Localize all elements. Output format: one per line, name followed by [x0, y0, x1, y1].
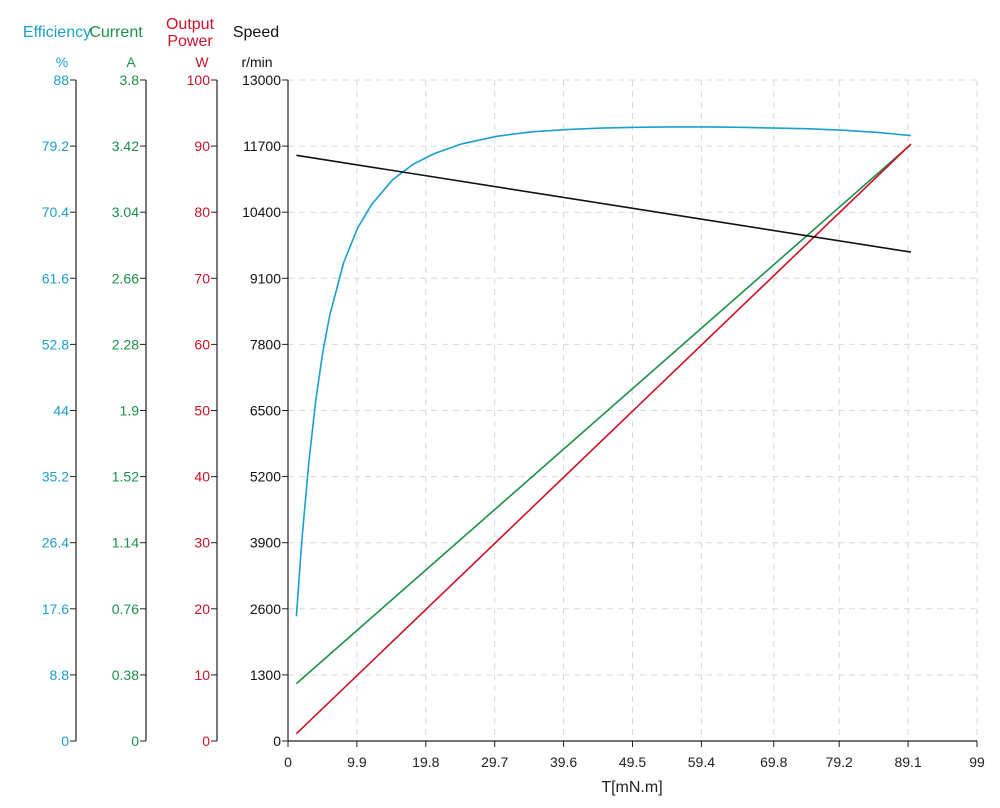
efficiency-tick-label: 79.2 — [42, 138, 69, 154]
efficiency-tick-label: 61.6 — [42, 270, 69, 286]
current-tick-label: 1.14 — [112, 535, 139, 551]
speed-tick-label: 3900 — [250, 535, 281, 551]
speed-tick-label: 2600 — [250, 601, 281, 617]
x-tick-label: 9.9 — [347, 754, 367, 770]
efficiency-tick-label: 35.2 — [42, 469, 69, 485]
efficiency-axis-unit: % — [56, 54, 68, 70]
speed-tick-label: 13000 — [242, 72, 281, 88]
x-tick-label: 79.2 — [826, 754, 853, 770]
output_power-series-line — [295, 143, 912, 735]
x-tick-label: 59.4 — [688, 754, 715, 770]
current-tick-label: 3.04 — [112, 204, 139, 220]
efficiency-tick-label: 8.8 — [50, 667, 70, 683]
x-tick-label: 69.8 — [760, 754, 787, 770]
current-tick-label: 0.76 — [112, 601, 139, 617]
current-tick-label: 0.38 — [112, 667, 139, 683]
output_power-tick-label: 40 — [194, 469, 210, 485]
current-tick-label: 0 — [131, 733, 139, 749]
x-axis-label: T[mN.m] — [601, 779, 662, 796]
output_power-tick-label: 80 — [194, 204, 210, 220]
speed-series-line — [296, 154, 912, 253]
x-tick-label: 0 — [284, 754, 292, 770]
efficiency-tick-label: 52.8 — [42, 336, 69, 352]
current-axis-unit: A — [126, 54, 136, 70]
efficiency-axis-title: Efficiency — [23, 24, 91, 41]
current-tick-label: 3.8 — [120, 72, 140, 88]
output_power-tick-label: 100 — [187, 72, 211, 88]
efficiency-tick-label: 70.4 — [42, 204, 69, 220]
x-tick-label: 39.6 — [550, 754, 577, 770]
output_power-tick-label: 20 — [194, 601, 210, 617]
output_power-axis-unit: W — [195, 54, 209, 70]
speed-tick-label: 6500 — [250, 403, 281, 419]
output_power-tick-label: 90 — [194, 138, 210, 154]
current-tick-label: 2.28 — [112, 336, 139, 352]
speed-tick-label: 7800 — [250, 336, 281, 352]
grid — [288, 79, 978, 741]
output_power-tick-label: 70 — [194, 270, 210, 286]
speed-tick-label: 11700 — [243, 138, 281, 154]
efficiency-tick-label: 88 — [53, 72, 69, 88]
speed-tick-label: 9100 — [250, 270, 281, 286]
current-tick-label: 1.9 — [120, 403, 140, 419]
efficiency-tick-label: 17.6 — [42, 601, 69, 617]
output_power-tick-label: 30 — [194, 535, 210, 551]
speed-tick-label: 0 — [273, 733, 281, 749]
current-series-line — [295, 143, 912, 685]
speed-tick-label: 5200 — [250, 469, 281, 485]
efficiency-series-line — [295, 126, 911, 617]
efficiency-tick-label: 44 — [53, 403, 69, 419]
x-tick-label: 19.8 — [412, 754, 439, 770]
x-tick-label: 49.5 — [619, 754, 646, 770]
axes: 0 9.9 19.8 29.7 39.6 49.5 59.4 69.8 79.2 89.1 99 Ef… — [23, 16, 985, 770]
speed-axis-unit: r/min — [241, 54, 272, 70]
efficiency-tick-label: 26.4 — [42, 535, 69, 551]
output_power-tick-label: 10 — [194, 667, 210, 683]
output_power-tick-label: 0 — [202, 733, 210, 749]
output_power-tick-label: 60 — [194, 336, 210, 352]
output_power-axis-title: Output — [166, 16, 215, 33]
current-tick-label: 1.52 — [112, 469, 139, 485]
efficiency-tick-label: 0 — [61, 733, 69, 749]
current-axis-title: Current — [89, 24, 143, 41]
speed-axis-title: Speed — [233, 24, 279, 41]
x-tick-label: 99 — [969, 754, 985, 770]
current-tick-label: 2.66 — [112, 270, 139, 286]
speed-tick-label: 10400 — [242, 204, 281, 220]
x-tick-label: 29.7 — [481, 754, 508, 770]
speed-tick-label: 1300 — [250, 667, 281, 683]
output_power-tick-label: 50 — [194, 403, 210, 419]
output_power-axis-title: Power — [167, 33, 213, 50]
x-tick-label: 89.1 — [894, 754, 921, 770]
series — [295, 126, 912, 735]
current-tick-label: 3.42 — [112, 138, 139, 154]
